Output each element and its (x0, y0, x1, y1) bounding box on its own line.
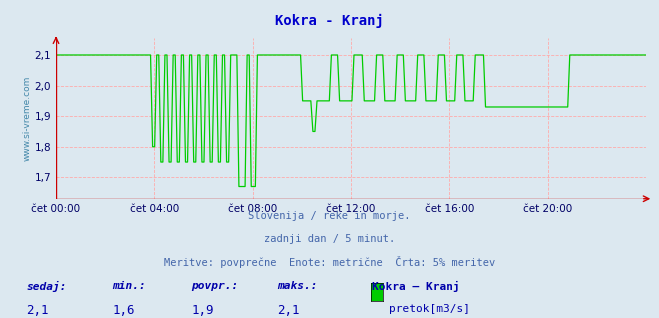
Text: 1,6: 1,6 (112, 304, 134, 317)
Text: povpr.:: povpr.: (191, 281, 239, 291)
Text: maks.:: maks.: (277, 281, 317, 291)
Text: 1,9: 1,9 (191, 304, 214, 317)
Text: Kokra – Kranj: Kokra – Kranj (372, 281, 460, 293)
Text: min.:: min.: (112, 281, 146, 291)
Text: Slovenija / reke in morje.: Slovenija / reke in morje. (248, 211, 411, 221)
Text: pretok[m3/s]: pretok[m3/s] (389, 304, 470, 314)
Text: Meritve: povprečne  Enote: metrične  Črta: 5% meritev: Meritve: povprečne Enote: metrične Črta:… (164, 256, 495, 268)
Y-axis label: www.si-vreme.com: www.si-vreme.com (23, 76, 32, 161)
Text: 2,1: 2,1 (277, 304, 299, 317)
Text: zadnji dan / 5 minut.: zadnji dan / 5 minut. (264, 234, 395, 244)
Text: Kokra - Kranj: Kokra - Kranj (275, 14, 384, 29)
Text: 2,1: 2,1 (26, 304, 49, 317)
Text: sedaj:: sedaj: (26, 281, 67, 293)
